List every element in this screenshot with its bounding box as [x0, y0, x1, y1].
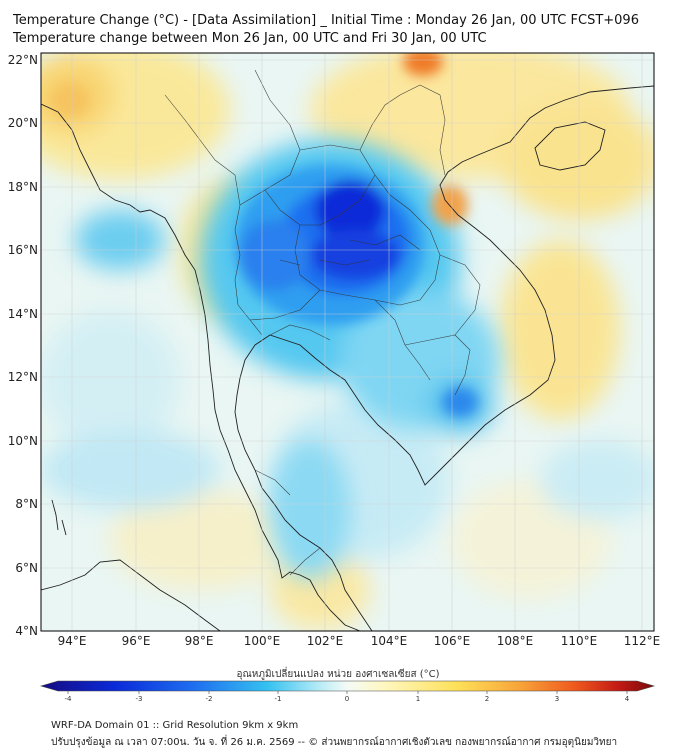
lon-label-94: 94°E	[58, 634, 87, 648]
colorbar: -4 -3 -2 -1 0 1 2 3 4	[39, 680, 656, 703]
lon-label-100: 100°E	[244, 634, 281, 648]
cb-tick-2: 2	[485, 695, 489, 703]
cb-tick-m1: -1	[275, 695, 282, 703]
lat-label-12: 12°N	[8, 370, 38, 384]
lon-label-98: 98°E	[185, 634, 214, 648]
cb-tick-m2: -2	[206, 695, 213, 703]
coastline-mainland	[41, 85, 654, 631]
colorbar-ticks: -4 -3 -2 -1 0 1 2 3 4	[65, 695, 630, 703]
cb-tick-3: 3	[555, 695, 559, 703]
lat-label-8: 8°N	[15, 497, 38, 511]
coastline-hainan	[534, 121, 606, 171]
colorbar-title: อุณหภูมิเปลี่ยนแปลง หน่วย องศาเซลเซียส (…	[236, 669, 440, 680]
lat-label-14: 14°N	[8, 307, 38, 321]
coastline-sumatra	[41, 559, 221, 631]
lon-label-104: 104°E	[371, 634, 408, 648]
lat-label-22: 22°N	[8, 53, 38, 67]
lat-label-16: 16°N	[8, 243, 38, 257]
lat-label-18: 18°N	[8, 180, 38, 194]
lon-label-102: 102°E	[307, 634, 344, 648]
gridlines	[41, 53, 654, 631]
latitude-labels: 22°N 20°N 18°N 16°N 14°N 12°N 10°N 8°N 6…	[8, 53, 38, 638]
lat-label-4: 4°N	[15, 624, 38, 638]
map-subtitle: Temperature change between Mon 26 Jan, 0…	[13, 31, 487, 46]
longitude-labels: 94°E 96°E 98°E 100°E 102°E 104°E 106°E 1…	[58, 634, 661, 648]
temperature-field	[41, 53, 654, 631]
plot-frame	[40, 52, 655, 632]
borders	[164, 69, 481, 576]
lon-label-108: 108°E	[497, 634, 534, 648]
cb-tick-0: 0	[345, 695, 349, 703]
lon-label-110: 110°E	[561, 634, 598, 648]
cb-tick-4: 4	[625, 695, 630, 703]
lat-label-10: 10°N	[8, 434, 38, 448]
colorbar-tickmarks	[67, 691, 628, 694]
lat-label-6: 6°N	[15, 561, 38, 575]
lon-label-112: 112°E	[624, 634, 661, 648]
lon-label-96: 96°E	[122, 634, 151, 648]
map-title: Temperature Change (°C) - [Data Assimila…	[13, 13, 639, 28]
cb-tick-m3: -3	[136, 695, 143, 703]
lat-label-20: 20°N	[8, 116, 38, 130]
coastline-andaman	[51, 499, 67, 536]
footer-resolution: WRF-DA Domain 01 :: Grid Resolution 9km …	[51, 720, 299, 731]
cb-tick-m4: -4	[65, 695, 73, 703]
cb-tick-1: 1	[416, 695, 420, 703]
colorbar-bar	[39, 680, 656, 692]
coastlines	[41, 85, 654, 631]
footer-credit: ปรับปรุงข้อมูล ณ เวลา 07:00น. วัน จ. ที่…	[51, 737, 618, 748]
lon-label-106: 106°E	[434, 634, 471, 648]
